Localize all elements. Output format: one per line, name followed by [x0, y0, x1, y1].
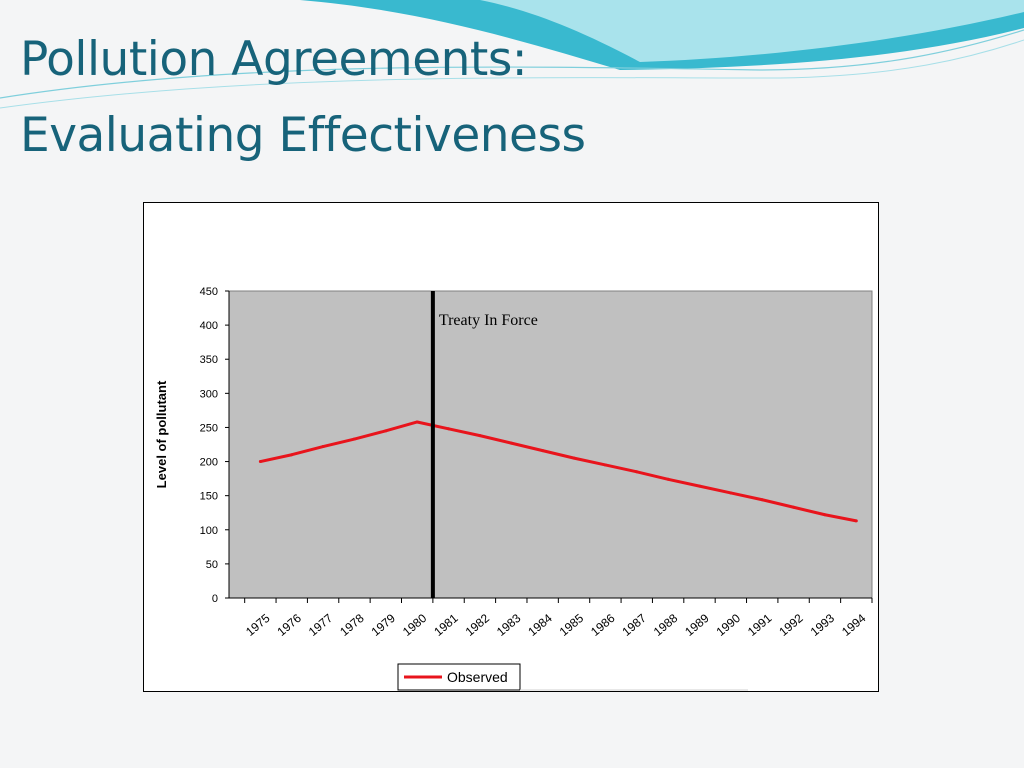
data-point-observed [384, 429, 388, 433]
y-tick-label: 400 [200, 320, 218, 332]
x-tick-label: 1984 [525, 611, 555, 639]
data-point-observed [352, 437, 356, 441]
x-tick-label: 1986 [588, 611, 618, 639]
x-tick-label: 1992 [776, 611, 806, 639]
x-tick-label: 1988 [651, 611, 681, 639]
y-tick-label: 200 [200, 457, 218, 469]
x-tick-label: 1982 [463, 611, 493, 639]
legend: Observed [397, 663, 748, 691]
y-tick-label: 50 [206, 559, 218, 571]
slide-title-line-2: Evaluating Effectiveness [20, 108, 586, 163]
data-point-observed [792, 505, 796, 509]
x-tick-label: 1990 [714, 611, 744, 639]
x-tick-label: 1978 [337, 611, 367, 639]
data-point-observed [729, 491, 733, 495]
chart-frame: 0 50 100 150 200 250 300 350 400 450 1975 1976 1977… [143, 202, 879, 692]
y-tick-label: 250 [200, 422, 218, 434]
decor-wave-light [480, 0, 1024, 62]
x-tick-label: 1979 [369, 611, 399, 639]
data-point-observed [541, 449, 545, 453]
x-axis: 1975 1976 1977 1978 1979 1980 1981 1982 1983 1984… [229, 597, 873, 639]
x-tick-label: 1976 [274, 611, 304, 639]
x-tick-label: 1987 [619, 611, 649, 639]
y-tick-label: 150 [200, 491, 218, 503]
x-tick-label: 1993 [808, 611, 838, 639]
decor-wave-line-2 [0, 39, 1024, 109]
x-tick-label: 1975 [243, 611, 273, 639]
x-tick-label: 1977 [306, 611, 336, 639]
data-point-observed [572, 456, 576, 460]
x-tick-label: 1991 [745, 611, 775, 639]
treaty-event-label: Treaty In Force [439, 312, 538, 329]
legend-label-observed: Observed [447, 669, 508, 685]
data-point-observed [760, 498, 764, 502]
y-tick-label: 0 [212, 593, 218, 605]
data-point-observed [854, 519, 858, 523]
pollution-line-chart: 0 50 100 150 200 250 300 350 400 450 1975 1976 1977… [154, 286, 873, 691]
y-axis: 0 50 100 150 200 250 300 350 400 450 [200, 286, 230, 605]
data-point-observed [823, 513, 827, 517]
data-point-observed [447, 427, 451, 431]
y-tick-label: 350 [200, 354, 218, 366]
decor-wave-line [0, 29, 1024, 99]
x-tick-label: 1994 [839, 611, 869, 639]
x-tick-label: 1989 [682, 611, 712, 639]
data-point-observed [603, 463, 607, 467]
series-layer [258, 420, 858, 523]
x-tick-label: 1981 [431, 611, 461, 639]
y-tick-label: 450 [200, 286, 218, 298]
data-point-observed [415, 420, 419, 424]
event-layer: Treaty In Force [430, 291, 538, 598]
data-point-observed [635, 470, 639, 474]
data-point-observed [697, 484, 701, 488]
data-point-observed [290, 453, 294, 457]
y-axis-label: Level of pollutant [154, 380, 169, 488]
slide-title: Pollution Agreements: Evaluating Effecti… [20, 22, 586, 174]
x-tick-label: 1980 [400, 611, 430, 639]
y-tick-label: 100 [200, 525, 218, 537]
data-point-observed [509, 441, 513, 445]
x-tick-label: 1983 [494, 611, 524, 639]
data-point-observed [478, 434, 482, 438]
x-tick-label: 1985 [557, 611, 587, 639]
data-point-observed [666, 477, 670, 481]
y-tick-label: 300 [200, 388, 218, 400]
slide-decoration [0, 0, 1024, 109]
data-point-observed [321, 445, 325, 449]
data-point-observed [258, 460, 262, 464]
slide-title-line-1: Pollution Agreements: [20, 32, 528, 87]
series-line-observed [260, 420, 857, 523]
